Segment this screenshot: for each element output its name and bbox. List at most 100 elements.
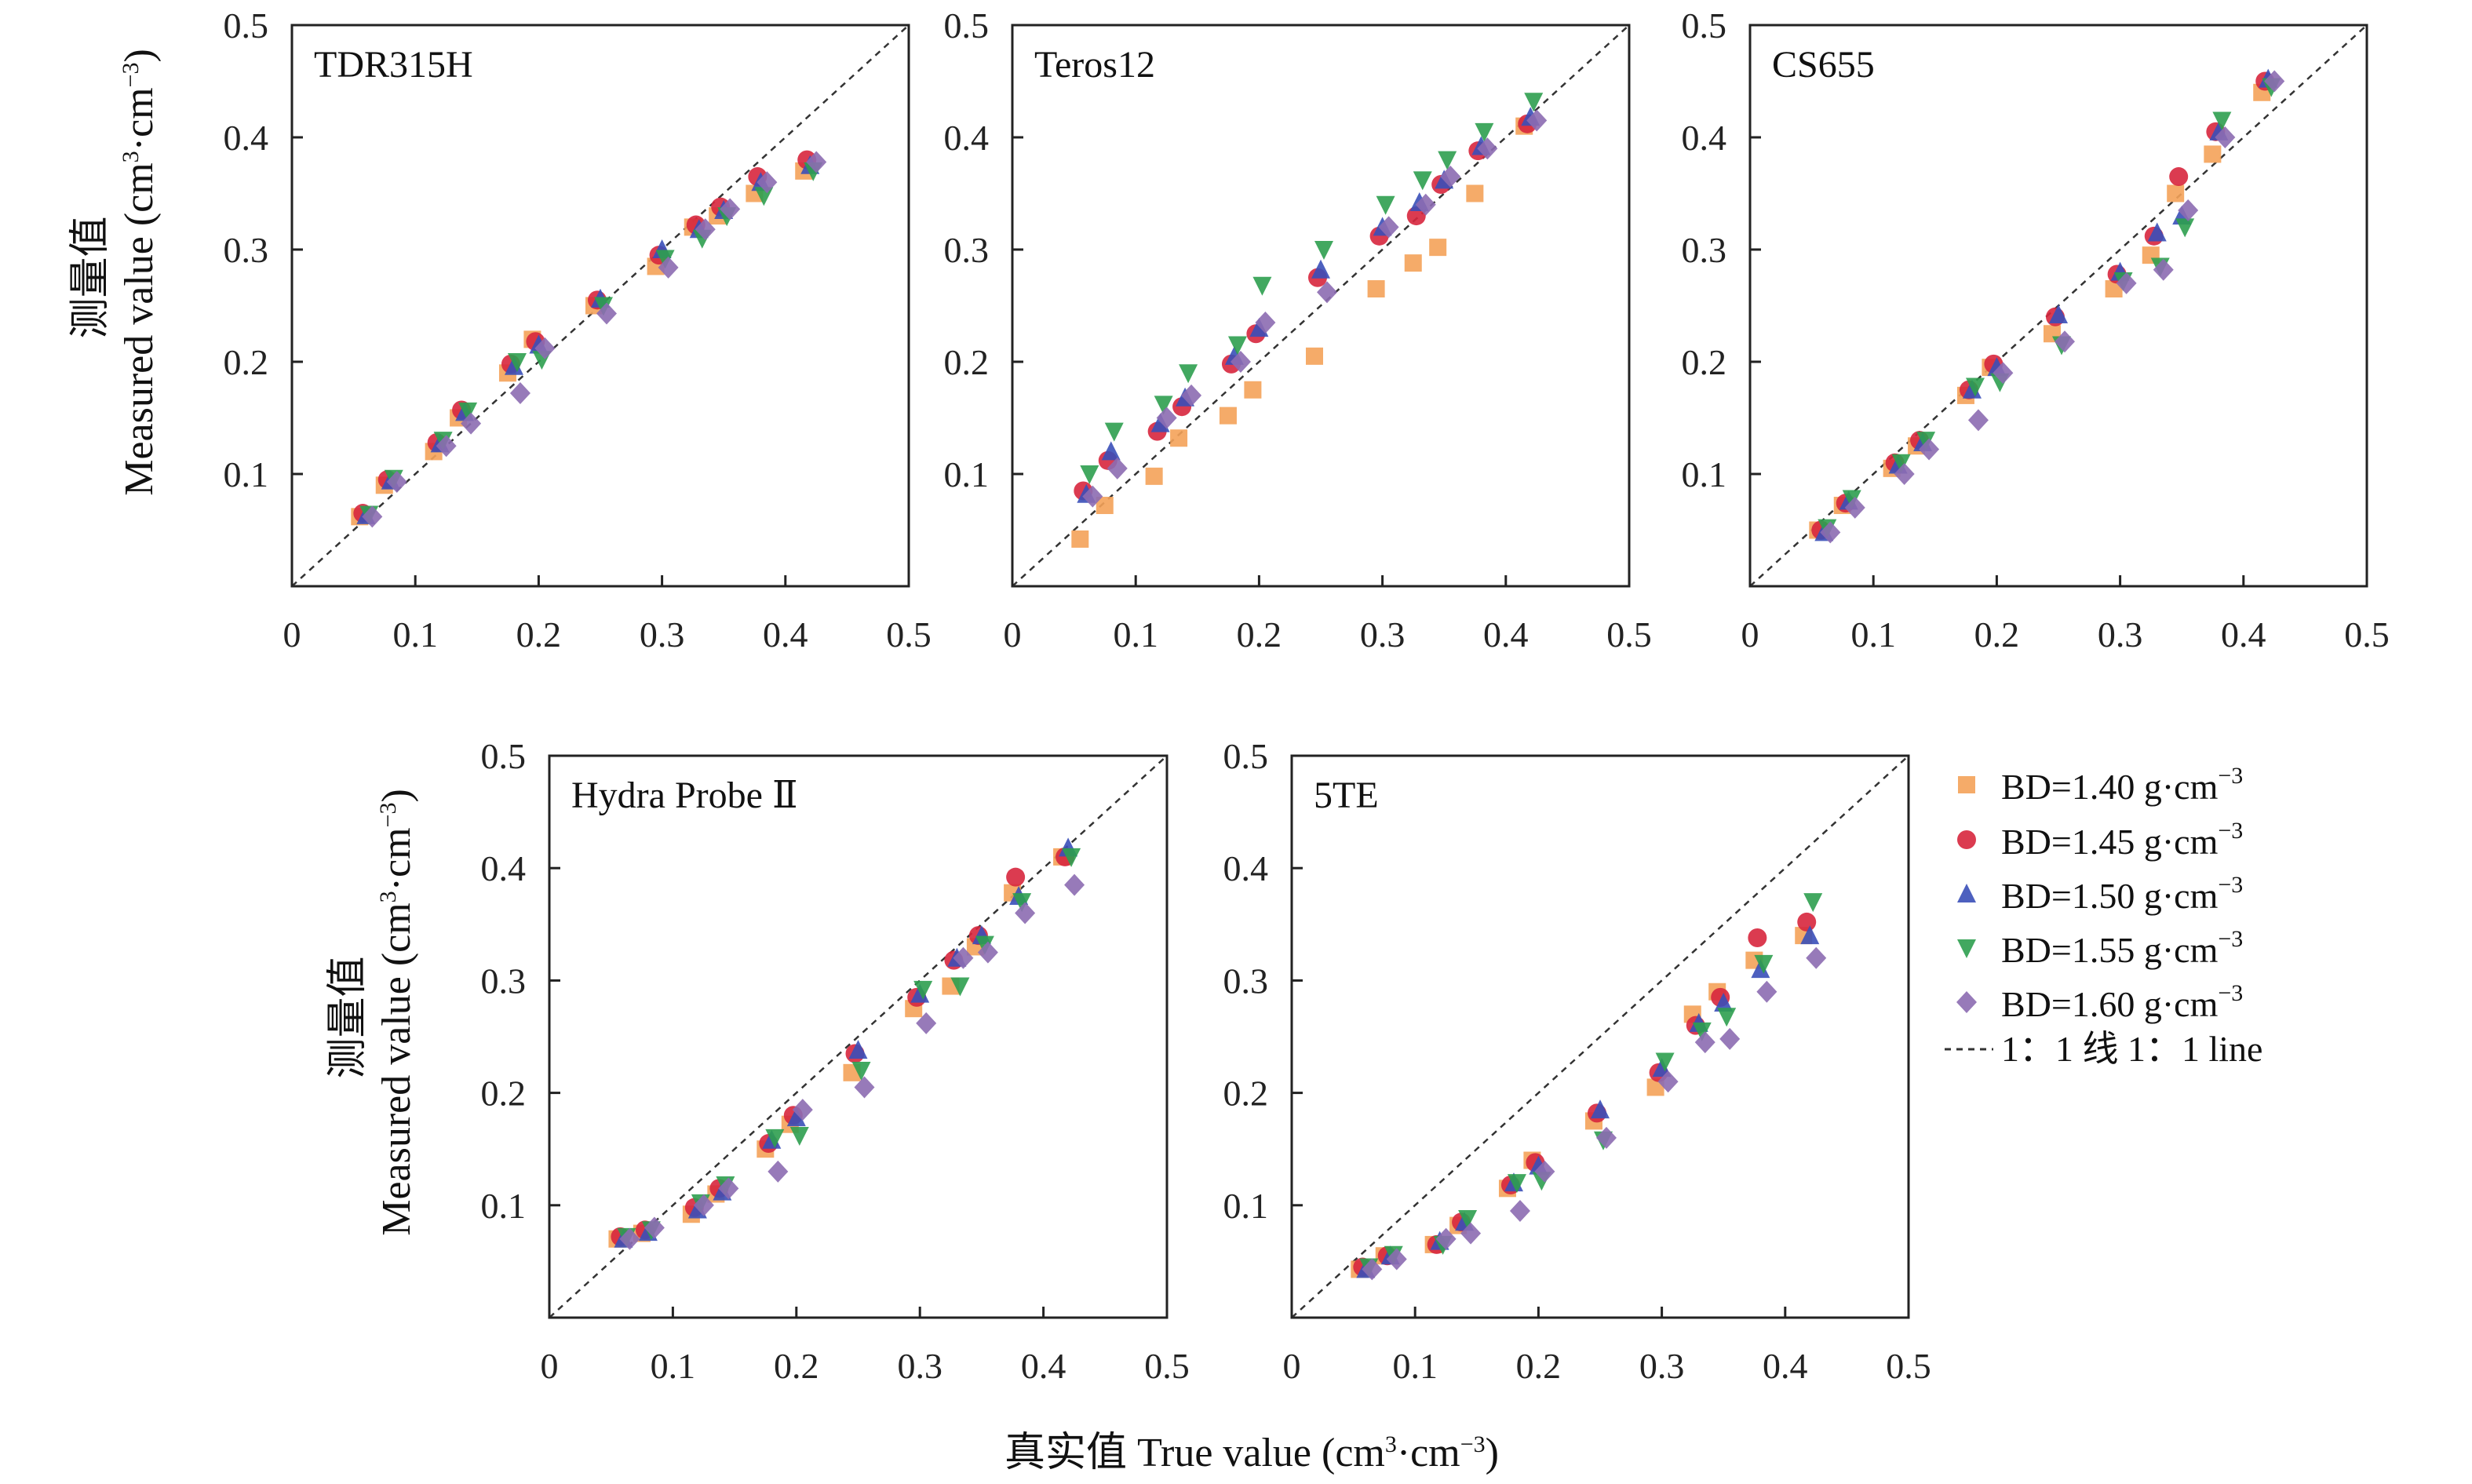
data-point (1306, 347, 1323, 365)
y-tick-label: 0.5 (224, 5, 269, 46)
data-point (1475, 122, 1494, 142)
data-point (1803, 893, 1823, 913)
legend-line-label: 1：1 线 1：1 line (2001, 1029, 2262, 1069)
data-point (2116, 272, 2137, 294)
data-point (1429, 239, 1447, 257)
plot-frame (1748, 24, 2368, 588)
y-tick-label: 0.2 (224, 342, 269, 382)
y-tick-label: 0.4 (944, 118, 990, 158)
panel-0: 0 0.1 0.2 0.3 0.4 0.5 0.1 0.2 0.3 0.4 0.5 TDR315H (224, 5, 932, 654)
y-tick-label: 0.4 (1682, 118, 1727, 158)
data-point (1406, 206, 1426, 226)
data-point (695, 218, 716, 241)
data-point (362, 505, 383, 528)
data-point (1438, 151, 1457, 170)
data-point (2175, 218, 2195, 238)
x-tick-label: 0.5 (1886, 1346, 1931, 1386)
y-tick-label: 0.1 (1223, 1186, 1269, 1226)
data-point (1458, 1209, 1478, 1229)
panel-title: CS655 (1772, 44, 1875, 86)
data-point (1150, 413, 1170, 432)
data-point (1919, 438, 1940, 461)
data-point (2212, 111, 2232, 131)
data-point (1096, 497, 1114, 515)
data-point (977, 941, 998, 964)
data-point (1230, 351, 1251, 373)
data-point (953, 946, 974, 969)
data-point (1071, 530, 1089, 548)
data-point (1714, 993, 1734, 1012)
data-point (644, 1216, 665, 1239)
data-point (1509, 1199, 1530, 1222)
data-point (757, 171, 778, 194)
x-tick-label: 0.3 (640, 614, 685, 654)
data-point (2169, 167, 2189, 187)
data-point (754, 187, 774, 206)
data-point (2167, 184, 2185, 202)
x-tick-label: 0.1 (392, 614, 438, 654)
data-point (1524, 93, 1544, 112)
panel-2: 0 0.1 0.2 0.3 0.4 0.5 0.1 0.2 0.3 0.4 0.5 CS655 (1682, 5, 2390, 654)
y-tick-label: 0.4 (224, 118, 269, 158)
data-point (1596, 1126, 1617, 1149)
data-point (786, 1107, 806, 1127)
legend: BD=1.40 g·cm−3 BD=1.45 g·cm−3 BD=1.50 g·… (1945, 763, 2262, 1069)
data-point (1154, 396, 1173, 415)
data-point (1314, 241, 1333, 260)
data-point (1107, 457, 1128, 479)
y-tick-label: 0.2 (1682, 342, 1727, 382)
panel-4: 0 0.1 0.2 0.3 0.4 0.5 0.1 0.2 0.3 0.4 0.5 5TE (1223, 736, 1931, 1386)
data-point (718, 1177, 739, 1200)
data-point (1249, 318, 1269, 337)
data-point (386, 471, 407, 494)
data-point (596, 302, 617, 325)
data-point (1227, 336, 1247, 356)
x-tick-label: 0 (541, 1346, 559, 1386)
data-point (950, 977, 970, 997)
data-point (1062, 848, 1081, 867)
data-point (1440, 166, 1461, 188)
data-point (1362, 1258, 1383, 1281)
data-point (1655, 1052, 1675, 1072)
data-point (2153, 258, 2174, 281)
x-tick-label: 0.5 (1606, 614, 1652, 654)
data-point (458, 402, 478, 421)
plot-frame (290, 24, 910, 588)
y-tick-label: 0.2 (944, 342, 990, 382)
data-point (1719, 1027, 1741, 1050)
data-point (1255, 311, 1276, 334)
x-tick-label: 0.4 (763, 614, 808, 654)
data-point (619, 1227, 640, 1250)
data-point (1916, 432, 1936, 451)
data-point (1694, 1031, 1715, 1054)
x-tick-label: 0.5 (886, 614, 932, 654)
data-point (848, 1040, 868, 1059)
data-point (1692, 1022, 1712, 1041)
y-tick-label: 0.5 (1223, 736, 1269, 776)
x-axis-label: 真实值 True value (cm3·cm−3) (1004, 1431, 1499, 1475)
x-tick-label: 0.2 (516, 614, 562, 654)
y-tick-label: 0.3 (1682, 230, 1727, 270)
x-tick-label: 0.1 (1392, 1346, 1438, 1386)
data-point (1993, 362, 2014, 385)
data-point (1652, 1058, 1672, 1077)
y-tick-label: 0.1 (224, 454, 269, 494)
x-tick-label: 0.2 (1237, 614, 1282, 654)
data-point (2055, 330, 2075, 353)
data-point (720, 198, 741, 221)
data-point (854, 1076, 875, 1099)
plot-frame (1011, 24, 1631, 588)
x-tick-label: 0.1 (1850, 614, 1896, 654)
data-point (1244, 381, 1262, 399)
x-tick-label: 0.3 (1360, 614, 1406, 654)
data-point (1797, 912, 1817, 932)
data-point (534, 337, 556, 359)
legend-marker-2 (1957, 884, 1976, 902)
data-point (1591, 1099, 1610, 1119)
legend-marker-4 (1956, 991, 1977, 1013)
y-tick-label: 0.2 (481, 1074, 527, 1114)
data-point (693, 1194, 714, 1216)
data-point (1967, 409, 1989, 432)
legend-label-0: BD=1.40 g·cm−3 (2001, 763, 2243, 807)
